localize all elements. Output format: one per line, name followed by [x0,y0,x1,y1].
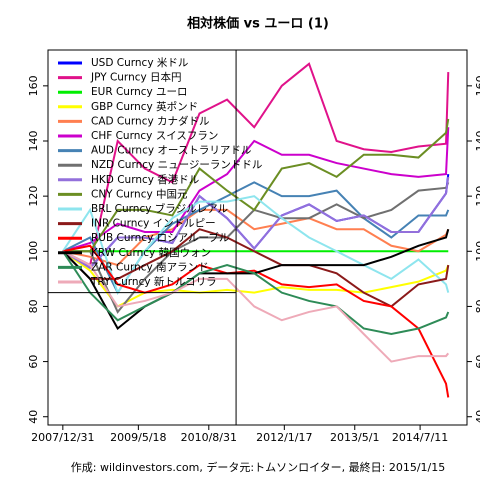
x-tick-label: 2007/12/31 [31,431,94,444]
x-tick-label: 2013/5/1 [330,431,379,444]
series-line [62,181,450,314]
y-tick-label: 80 [27,299,40,313]
legend-label: TRY Curncy 新トルコリラ [90,275,217,288]
legend-label: HKD Curncy 香港ドル [91,174,199,186]
y2-tick-label: 60 [474,355,480,369]
y2-tick-label: 100 [474,241,480,262]
legend-label: BRL Curncy ブラジルレアル [91,202,228,215]
series-line [62,244,450,398]
y-tick-label: 100 [27,241,40,262]
y2-tick-label: 160 [474,75,480,96]
legend-label: EUR Curncy ユーロ [91,86,188,98]
legend-label: JPY Curncy 日本円 [90,71,182,84]
legend-label: GBP Curncy 英ポンド [91,100,198,113]
y-tick-label: 160 [27,75,40,96]
series-line [62,208,450,267]
chart-title: 相対株価 vs ユーロ (1) [187,16,329,32]
y2-tick-label: 120 [474,186,480,207]
y2-tick-label: 40 [474,410,480,424]
legend-label: CNY Curncy 中国元 [91,187,188,200]
y-tick-label: 120 [27,186,40,207]
series-line [62,62,450,267]
legend-label: AUD Curncy オーストラリアドル [91,145,251,157]
legend-label: USD Curncy 米ドル [91,56,188,69]
x-tick-label: 2009/5/18 [110,431,166,444]
legend-label: KRW Curncy 韓国ウォン [91,247,211,259]
legend-label: CAD Curncy カナダドル [91,114,210,127]
series-line [62,250,450,363]
y-tick-label: 140 [27,130,40,151]
series-line [62,176,450,270]
series-line [62,228,450,308]
y-tick-label: 60 [27,355,40,369]
y2-tick-label: 140 [474,130,480,151]
legend-label: CHF Curncy スイスフラン [91,130,218,142]
series-line [62,228,450,331]
legend-label: ZAR Curncy 南アランド [91,260,209,273]
y-tick-label: 40 [27,410,40,424]
legend-label: NZD Curncy ニュージーランドドル [91,159,262,171]
x-tick-label: 2014/7/11 [392,431,448,444]
series-line [62,250,450,308]
legend-label: INR Curncy インドルピー [91,218,216,230]
series-line [62,118,450,253]
x-tick-label: 2012/1/17 [256,431,312,444]
series-line [62,127,450,253]
y2-tick-label: 80 [474,299,480,313]
legend-label: RUB Curncy ロシアルーブル [91,231,229,244]
series-line [62,250,450,336]
x-tick-label: 2010/8/31 [181,431,237,444]
plot-lines [62,62,450,398]
plot-frame [47,49,468,426]
footer: 作成: wildinvestors.com, データ元:トムソンロイター, 最終… [71,460,445,474]
